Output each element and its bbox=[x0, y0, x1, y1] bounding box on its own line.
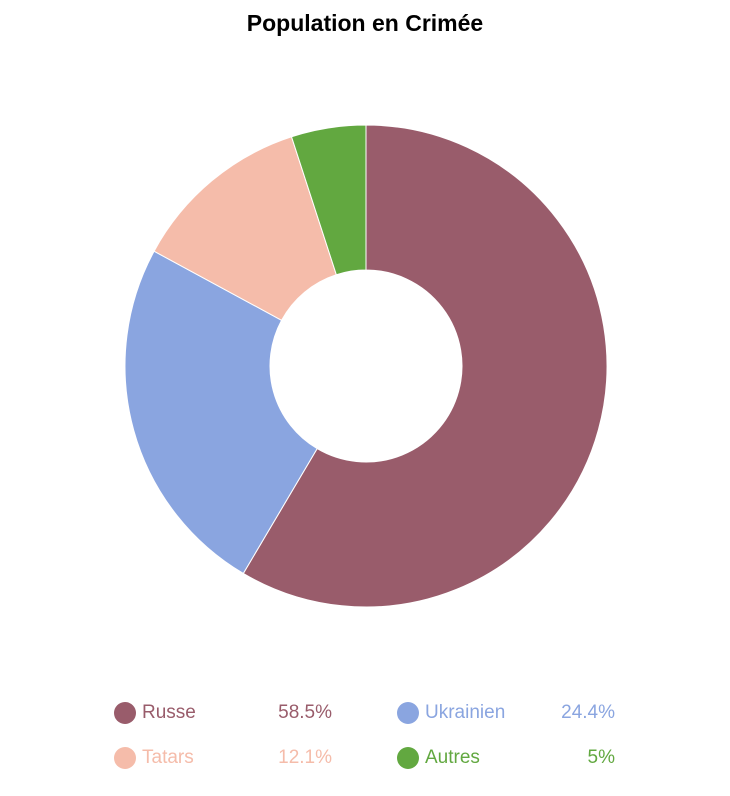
legend-label-tatars: Tatars bbox=[142, 747, 194, 768]
legend-item-autres[interactable]: Autres 5% bbox=[397, 746, 637, 770]
slice-russe[interactable] bbox=[242, 124, 608, 608]
legend-value-ukrainien: 24.4% bbox=[561, 702, 615, 723]
donut-chart bbox=[124, 124, 608, 608]
legend-dot-ukrainien bbox=[397, 702, 419, 724]
legend-value-autres: 5% bbox=[587, 747, 615, 768]
legend-label-autres: Autres bbox=[425, 747, 480, 768]
legend-item-russe[interactable]: Russe 58.5% bbox=[114, 701, 354, 725]
legend-item-ukrainien[interactable]: Ukrainien 24.4% bbox=[397, 701, 637, 725]
legend-value-russe: 58.5% bbox=[278, 702, 332, 723]
slice-autres[interactable] bbox=[290, 124, 367, 276]
legend-dot-autres bbox=[397, 747, 419, 769]
legend-dot-tatars bbox=[114, 747, 136, 769]
legend-item-tatars[interactable]: Tatars 12.1% bbox=[114, 746, 354, 770]
legend-dot-russe bbox=[114, 702, 136, 724]
legend-label-ukrainien: Ukrainien bbox=[425, 702, 506, 723]
slice-ukrainien[interactable] bbox=[124, 250, 318, 575]
chart-title: Population en Crimée bbox=[246, 10, 484, 36]
legend-label-russe: Russe bbox=[142, 702, 196, 723]
legend-value-tatars: 12.1% bbox=[278, 747, 332, 768]
slice-tatars[interactable] bbox=[153, 136, 337, 321]
